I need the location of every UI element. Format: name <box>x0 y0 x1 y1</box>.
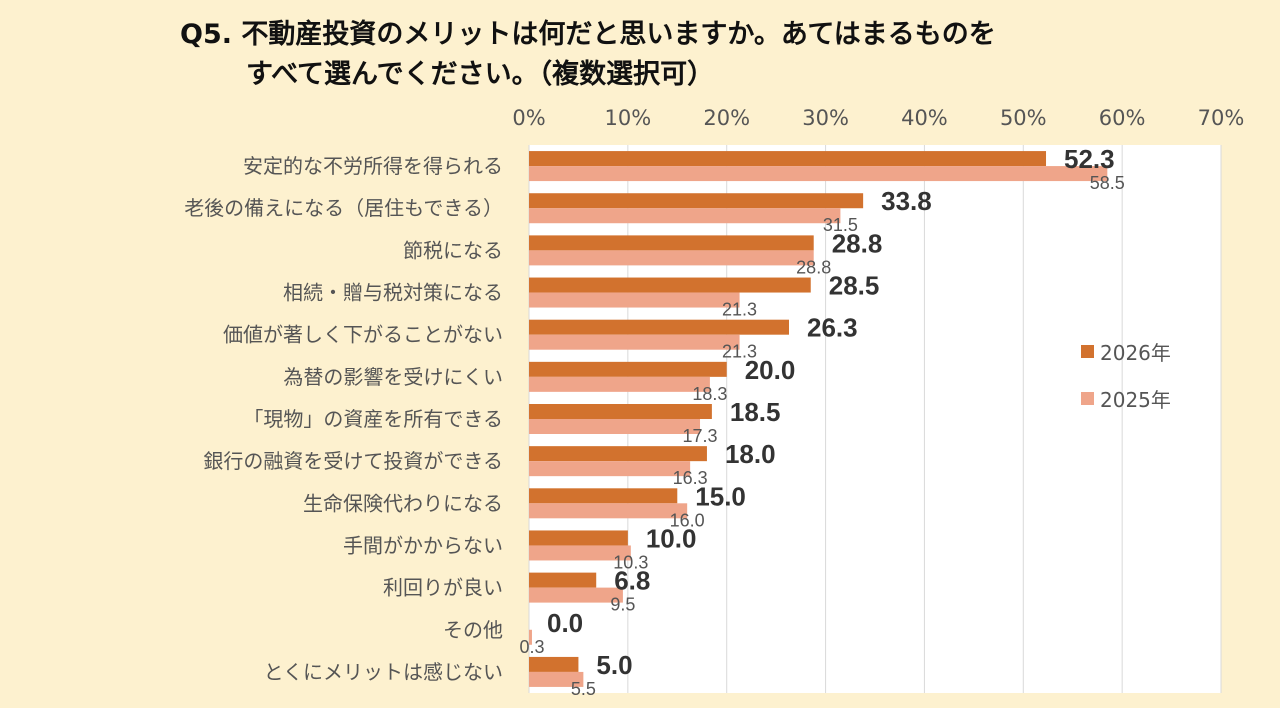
data-label-2026: 0.0 <box>547 608 583 638</box>
x-tick-label: 50% <box>1000 106 1047 130</box>
bar-2025 <box>529 587 623 603</box>
data-label-2026: 28.8 <box>832 228 883 258</box>
data-label-2026: 18.5 <box>730 397 781 427</box>
data-label-2025: 21.3 <box>722 342 757 362</box>
bar-2025 <box>529 503 688 519</box>
data-label-2025: 31.5 <box>823 215 858 235</box>
data-label-2025: 16.3 <box>673 468 708 488</box>
x-tick-label: 60% <box>1099 106 1146 130</box>
bar-2025 <box>529 250 814 266</box>
category-label: 生命保険代わりになる <box>303 491 503 515</box>
bar-2026 <box>529 319 789 335</box>
bar-2025 <box>529 292 740 308</box>
bar-2026 <box>529 572 597 588</box>
chart-title-line2: すべて選んでください。（複数選択可） <box>246 59 715 90</box>
data-label-2025: 16.0 <box>670 510 705 530</box>
bar-2025 <box>529 419 701 434</box>
bar-2025 <box>529 334 740 350</box>
data-label-2026: 15.0 <box>695 481 746 511</box>
bar-2026 <box>529 446 707 462</box>
bar-2025 <box>529 166 1108 182</box>
data-label-2026: 20.0 <box>745 355 796 385</box>
data-label-2026: 52.3 <box>1064 144 1115 174</box>
x-tick-label: 0% <box>512 106 545 130</box>
data-label-2025: 17.3 <box>682 426 717 446</box>
bar-2026 <box>529 193 864 209</box>
data-label-2025: 5.5 <box>571 679 596 699</box>
x-tick-label: 30% <box>802 106 849 130</box>
category-label: とくにメリットは感じない <box>264 660 503 684</box>
legend-label: 2026年 <box>1100 341 1171 365</box>
bar-2025 <box>529 461 691 477</box>
data-label-2025: 18.3 <box>692 384 727 404</box>
data-label-2025: 28.8 <box>796 257 831 277</box>
data-label-2026: 5.0 <box>596 650 632 680</box>
data-label-2026: 18.0 <box>725 439 776 469</box>
data-label-2025: 21.3 <box>722 300 757 320</box>
data-label-2025: 10.3 <box>613 552 648 572</box>
data-label-2025: 9.5 <box>610 595 635 615</box>
data-label-2026: 28.5 <box>829 271 880 301</box>
bar-2025 <box>529 545 631 561</box>
data-label-2025: 58.5 <box>1090 173 1125 193</box>
category-label: 相続・贈与税対策になる <box>283 281 503 305</box>
x-tick-label: 70% <box>1198 106 1245 130</box>
bar-2026 <box>529 277 811 293</box>
category-label: 価値が著しく下がることがない <box>223 323 503 347</box>
category-label: 節税になる <box>403 238 503 262</box>
category-label: 老後の備えになる（居住もできる） <box>184 196 503 220</box>
bar-2026 <box>529 530 628 546</box>
category-label: 為替の影響を受けにくい <box>283 365 503 389</box>
bar-2026 <box>529 656 579 672</box>
data-label-2026: 33.8 <box>881 186 932 216</box>
legend-swatch <box>1081 392 1094 405</box>
category-label: 「現物」の資産を所有できる <box>243 407 503 431</box>
legend-label: 2025年 <box>1100 388 1171 412</box>
bar-2025 <box>529 671 584 687</box>
x-tick-label: 10% <box>605 106 652 130</box>
data-label-2026: 10.0 <box>646 523 697 553</box>
x-tick-label: 40% <box>901 106 948 130</box>
data-label-2026: 6.8 <box>614 566 650 596</box>
bar-2026 <box>529 488 678 504</box>
category-label: 利回りが良い <box>383 576 503 600</box>
x-tick-label: 20% <box>703 106 750 130</box>
bar-2026 <box>529 235 814 251</box>
category-label: 手間がかからない <box>343 533 503 557</box>
bar-2025 <box>529 208 841 224</box>
chart-title-line1: Q5. 不動産投資のメリットは何だと思いますか。あてはまるものを <box>180 19 996 50</box>
data-label-2025: 0.3 <box>519 637 544 657</box>
bar-2026 <box>529 361 727 377</box>
category-label: 安定的な不労所得を得られる <box>243 154 503 178</box>
data-label-2026: 26.3 <box>807 313 858 343</box>
category-label: その他 <box>443 618 503 642</box>
bar-2025 <box>529 629 532 645</box>
legend-swatch <box>1081 345 1094 358</box>
bar-2026 <box>529 404 712 419</box>
bar-2026 <box>529 151 1047 167</box>
category-label: 銀行の融資を受けて投資ができる <box>203 449 503 473</box>
bar-2025 <box>529 376 710 392</box>
